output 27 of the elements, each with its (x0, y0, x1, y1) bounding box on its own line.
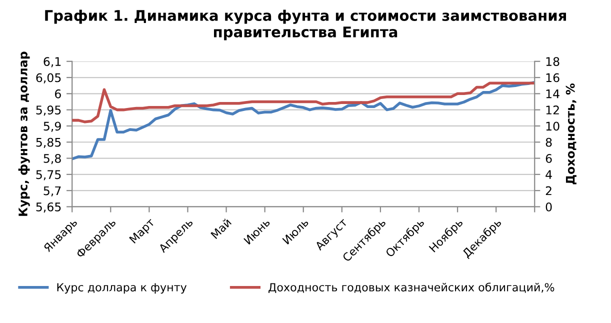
y2-tick-label: 4 (546, 170, 552, 179)
y-tick-label: 6,05 (36, 73, 61, 84)
y2-tick-label: 8 (546, 138, 552, 147)
legend-label: Курс доллара к фунту (57, 283, 187, 294)
y-tick-label: 5,85 (36, 138, 61, 148)
y-tick-label: 5,95 (36, 106, 61, 116)
y-tick-label: 5,65 (36, 202, 61, 213)
y-tick-label: 6 (54, 89, 61, 98)
y-tick-label: 6,1 (44, 57, 61, 68)
y-axis-title: Курс, фунтов за доллар (18, 52, 30, 216)
y2-tick-label: 10 (546, 122, 560, 131)
y2-tick-label: 6 (546, 154, 552, 163)
y2-tick-label: 2 (546, 186, 552, 196)
y-tick-label: 5,8 (44, 154, 61, 164)
y2-axis-title: Доходность, % (566, 83, 576, 184)
y2-tick-label: 16 (546, 73, 560, 82)
y-tick-label: 5,9 (44, 122, 61, 132)
chart-title: График 1. Динамика курса фунта и стоимости заимствования правительства Египта (45, 10, 566, 40)
line-series (72, 80, 535, 160)
y2-tick-label: 12 (546, 106, 559, 114)
y2-tick-label: 0 (546, 202, 552, 212)
y2-tick-label: 14 (546, 90, 560, 98)
legend-label: Доходность годовых казначейских облигаций,% (268, 282, 554, 294)
y-tick-label: 5,75 (36, 170, 61, 180)
y2-tick-label: 18 (546, 57, 560, 66)
y-tick-label: 5,7 (44, 186, 61, 196)
line-series (72, 82, 535, 124)
